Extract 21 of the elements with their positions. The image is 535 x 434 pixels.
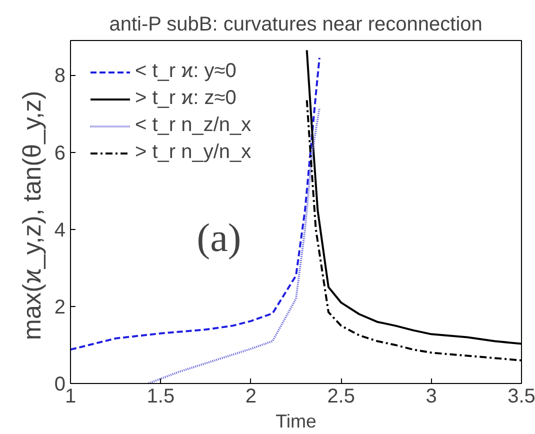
line-series	[147, 106, 320, 384]
legend-label: < t_r n_z/n_x	[135, 114, 252, 137]
x-axis-title: Time	[276, 410, 316, 432]
line-series	[70, 56, 320, 351]
y-tick-label: 6	[54, 142, 66, 164]
y-tick-label: 0	[54, 374, 66, 396]
x-tick-label: 1	[64, 386, 76, 408]
y-axis-title: max(ϰ_y,z), tan(θ_y,z)	[18, 90, 46, 340]
legend-label: > t_r n_y/n_x	[135, 141, 252, 164]
x-tick-label: 3.5	[508, 386, 535, 408]
y-tick-label: 2	[54, 296, 66, 318]
legend-label: < t_r ϰ: y≈0	[135, 60, 236, 83]
x-tick-label: 2	[245, 386, 256, 408]
legend-label: > t_r ϰ: z≈0	[135, 87, 236, 110]
x-tick-label: 1.5	[146, 386, 175, 408]
y-tick-label: 8	[54, 65, 66, 88]
y-tick-label: 4	[54, 219, 66, 242]
chart-title: anti-P subB: curvatures near reconnection	[109, 14, 482, 36]
x-tick-label: 3	[426, 386, 437, 408]
annotation: (a)	[196, 215, 242, 260]
x-tick-label: 2.5	[327, 386, 356, 408]
